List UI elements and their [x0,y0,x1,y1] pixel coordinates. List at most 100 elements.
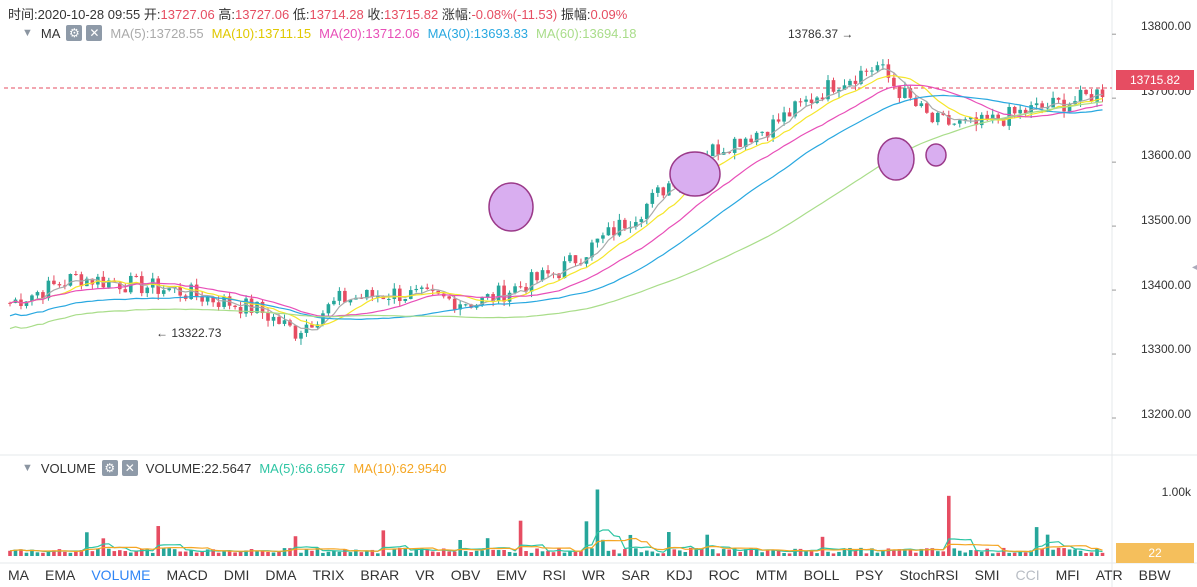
volume-bar [1001,547,1006,556]
volume-bar [848,547,852,556]
resize-handle-icon[interactable]: ◀ [1192,262,1197,273]
volume-bar [343,549,347,556]
candle-body [518,286,523,288]
volume-bar [52,550,56,556]
volume-bar [1051,549,1055,556]
tab-rsi[interactable]: RSI [542,567,567,583]
volume-bar [815,553,819,556]
volume-bar [403,547,408,556]
gear-icon[interactable]: ⚙ [101,460,118,476]
candle-body [1023,109,1028,114]
tab-ema[interactable]: EMA [45,567,76,583]
collapse-chevron-icon[interactable]: ▼ [22,462,33,474]
candle-body [798,101,803,103]
candle-body [30,295,34,302]
tab-mfi[interactable]: MFI [1055,567,1080,583]
tab-stochrsi[interactable]: StochRSI [899,567,959,583]
tab-brar[interactable]: BRAR [360,567,400,583]
candle-body [1056,97,1061,100]
volume-bar [1007,552,1011,556]
collapse-chevron-icon[interactable]: ▼ [22,27,33,39]
candle-body [524,286,528,292]
tab-trix[interactable]: TRIX [312,567,345,583]
ma-legend: ▼ MA ⚙ ✕ MA(5):13728.55 MA(10):13711.15 … [22,25,636,41]
highlight-circle [669,151,721,197]
volume-bar [957,550,962,556]
volume-bar [68,552,73,556]
volume-bar [667,532,671,556]
ohlc-info-bar: 时间:2020-10-28 09:55 开:13727.06 高:13727.0… [8,4,627,23]
volume-bar [480,550,484,556]
volume-bar [617,553,622,556]
candle-body [24,301,29,306]
tab-obv[interactable]: OBV [450,567,481,583]
tab-psy[interactable]: PSY [855,567,884,583]
volume-bar [277,551,281,556]
gear-icon[interactable]: ⚙ [66,25,83,41]
tab-cci[interactable]: CCI [1015,567,1040,583]
volume-bar [458,539,462,556]
tab-ma[interactable]: MA [8,567,29,583]
candle-body [612,227,616,236]
tab-boll[interactable]: BOLL [803,567,840,583]
tab-volume[interactable]: VOLUME [91,567,151,583]
volume-bar [19,549,23,556]
volume-bar [1084,553,1088,556]
tab-dma[interactable]: DMA [265,567,297,583]
candle-body [408,290,413,299]
tab-sar[interactable]: SAR [621,567,651,583]
price-tick: 13500.00 [1140,213,1191,227]
tab-vr[interactable]: VR [415,567,435,583]
volume-bar [502,549,506,556]
volume-bar [222,550,226,556]
volume-bar [798,548,803,556]
candle-body [452,298,457,310]
volume-bar [919,548,924,556]
candle-body [57,284,62,286]
tab-bbw[interactable]: BBW [1138,567,1171,583]
candle-body [743,138,748,147]
candle-body [606,227,611,236]
time-label: 时间: [8,7,38,22]
tab-smi[interactable]: SMI [974,567,1000,583]
tab-macd[interactable]: MACD [166,567,208,583]
tab-roc[interactable]: ROC [708,567,740,583]
close-icon[interactable]: ✕ [86,25,103,41]
volume-bar [96,548,100,556]
candle-body [793,101,797,117]
close-icon[interactable]: ✕ [121,460,138,476]
ma30-value: MA(30):13693.83 [427,25,529,41]
price-tick: 13300.00 [1140,342,1191,356]
volume-bar [628,534,633,556]
volume-bar [979,551,984,556]
candle-body [238,307,243,314]
volume-bar [771,550,775,556]
volume-bar [178,551,182,556]
volume-bar [30,549,34,556]
volume-bar [397,547,402,556]
volume-bar [727,549,731,556]
volume-bar [782,552,786,556]
volume-bar [485,538,490,556]
volume-bar [1040,549,1044,556]
ma20-line [9,84,1103,317]
volume-bar [990,553,995,556]
volume-bar [1100,552,1105,556]
tab-kdj[interactable]: KDJ [666,567,693,583]
tab-wr[interactable]: WR [582,567,606,583]
volume-bar [639,552,644,556]
candle-body [639,219,644,223]
volume-bar [57,549,62,556]
tab-dmi[interactable]: DMI [223,567,250,583]
candle-body [211,296,215,303]
volume-bar [326,551,331,556]
tab-emv[interactable]: EMV [496,567,527,583]
volume-bar [365,551,369,556]
volume-ma5-line [9,529,1103,553]
volume-bar [864,553,869,556]
candle-body [837,89,841,92]
tab-atr[interactable]: ATR [1095,567,1123,583]
tab-mtm[interactable]: MTM [755,567,788,583]
volume-bar [41,552,45,556]
